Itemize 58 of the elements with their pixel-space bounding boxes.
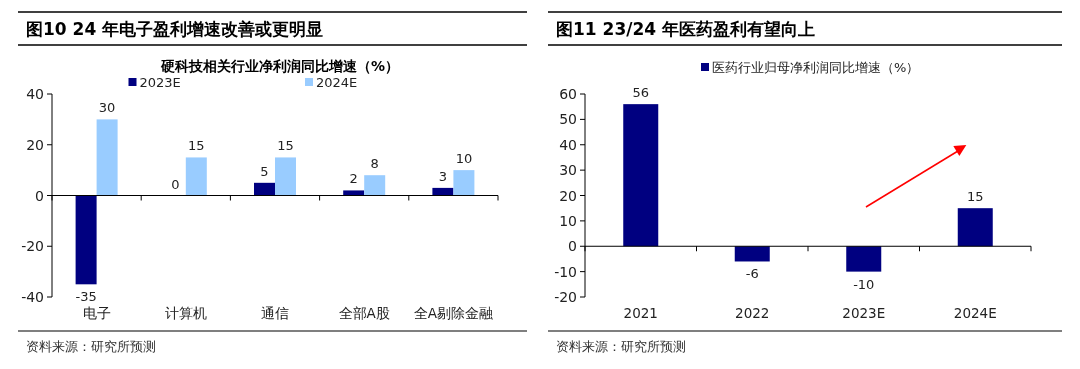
bar (734, 246, 770, 262)
y-tick-label: 10 (559, 212, 577, 229)
y-tick-label: 60 (559, 86, 577, 102)
chart-title: 图10 24 年电子盈利增速改善或更明显 (26, 19, 324, 39)
x-tick-label: 2021 (623, 305, 658, 321)
data-label: 56 (632, 85, 650, 101)
y-tick-label: 20 (26, 136, 44, 153)
bar (432, 187, 454, 196)
bar (343, 190, 365, 196)
y-tick-label: -40 (21, 289, 44, 305)
data-label: -6 (745, 266, 759, 282)
y-tick-label: -20 (554, 289, 577, 305)
x-tick-label: 电子 (82, 305, 111, 321)
bar (275, 157, 296, 196)
y-tick-label: 0 (35, 187, 44, 204)
bar (453, 170, 475, 196)
x-tick-label: 2023E (842, 305, 886, 321)
data-label: 0 (171, 176, 180, 192)
y-tick-label: 20 (559, 187, 577, 204)
y-tick-label: 50 (559, 111, 577, 128)
x-tick-label: 2022 (735, 305, 770, 321)
y-tick-label: 0 (568, 238, 577, 255)
data-label: 15 (188, 138, 205, 154)
legend-label: 2023E (139, 75, 181, 90)
data-label: 8 (370, 156, 379, 172)
text: 资料来源：研究所预测 (26, 339, 156, 354)
data-label: 15 (277, 138, 294, 154)
data-label: -10 (853, 276, 875, 292)
bar (185, 157, 207, 196)
x-tick-label: 通信 (261, 305, 289, 321)
bar (254, 182, 275, 196)
data-label: 15 (966, 189, 984, 205)
x-tick-label: 全A剔除金融 (413, 305, 494, 321)
legend-label: 医药行业归母净利润同比增速（%） (712, 60, 920, 75)
bar (96, 119, 118, 196)
bar (364, 175, 386, 196)
bar (623, 104, 659, 247)
data-label: -35 (75, 289, 97, 305)
bar (846, 246, 882, 272)
text: 资料来源：研究所预测 (556, 339, 686, 354)
x-tick-label: 计算机 (164, 305, 207, 321)
y-tick-label: -10 (554, 263, 577, 280)
chart-subtitle: 硬科技相关行业净利润同比增速（%） (159, 58, 400, 74)
data-label: 3 (438, 168, 448, 184)
chart-title: 图11 23/24 年医药盈利有望向上 (556, 19, 816, 39)
y-tick-label: -20 (21, 238, 44, 255)
y-tick-label: 40 (559, 136, 577, 153)
x-tick-label: 2024E (953, 305, 997, 321)
y-tick-label: 40 (26, 86, 44, 102)
bar (75, 195, 97, 285)
data-label: 10 (455, 151, 473, 167)
bar (957, 208, 993, 247)
legend-label: 2024E (316, 75, 358, 90)
data-label: 30 (98, 100, 116, 116)
y-tick-label: 30 (559, 162, 577, 179)
data-label: 5 (260, 163, 269, 179)
x-tick-label: 全部A股 (338, 305, 390, 321)
data-label: 2 (349, 171, 358, 187)
